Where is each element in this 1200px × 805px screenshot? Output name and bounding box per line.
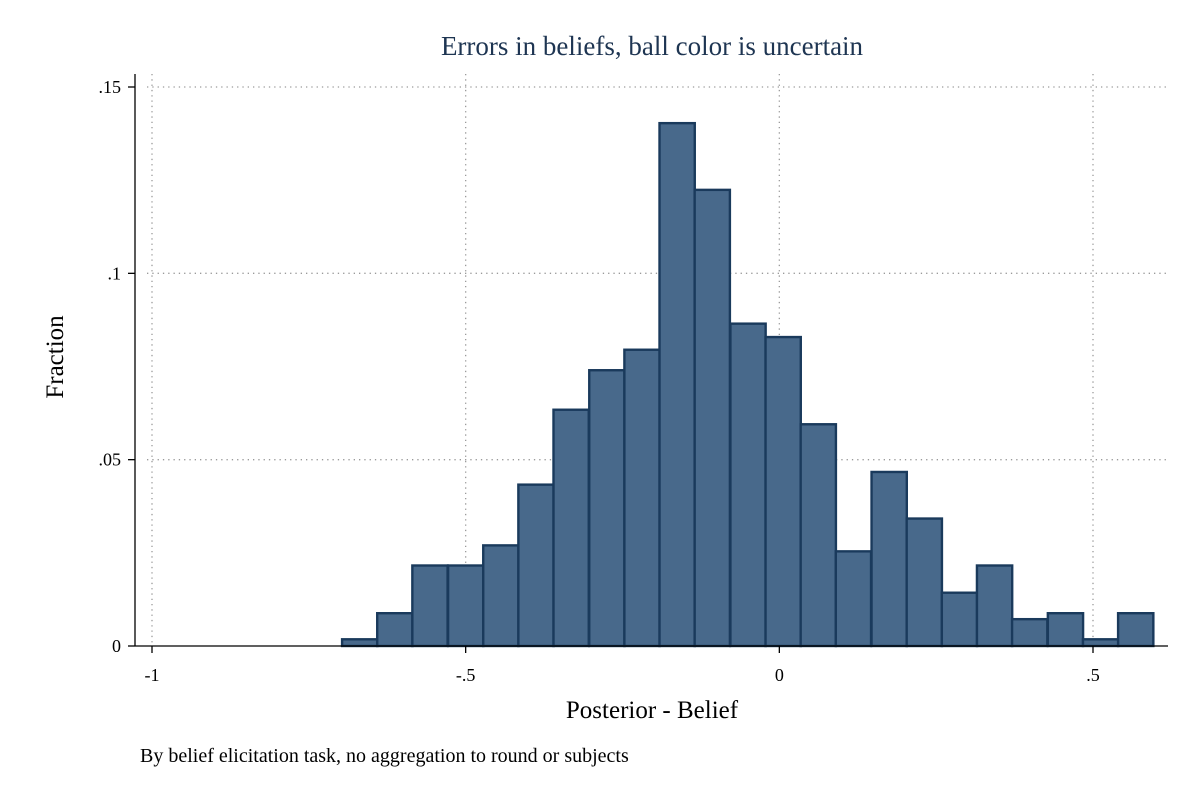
histogram-bar — [1083, 639, 1118, 646]
y-axis-label: Fraction — [42, 315, 69, 399]
histogram-bar — [377, 613, 412, 646]
x-axis-label: Posterior - Belief — [566, 697, 739, 724]
histogram-bar — [977, 566, 1012, 646]
histogram-bar — [836, 551, 871, 646]
histogram-bar — [518, 485, 553, 646]
x-tick-label: -.5 — [456, 665, 476, 685]
histogram-bar — [660, 123, 695, 646]
histogram-bar — [483, 545, 518, 646]
histogram-bar — [624, 350, 659, 646]
y-tick-label: .1 — [108, 263, 122, 283]
histogram-bar — [766, 337, 801, 646]
histogram-bar — [1012, 619, 1047, 646]
x-tick-label: .5 — [1086, 665, 1100, 685]
y-tick-label: 0 — [112, 636, 121, 656]
chart-title: Errors in beliefs, ball color is uncerta… — [441, 31, 864, 61]
histogram-bar — [695, 190, 730, 646]
y-tick-label: .15 — [99, 77, 122, 97]
histogram-bar — [907, 519, 942, 646]
histogram-bar — [730, 324, 765, 646]
histogram-bar — [942, 593, 977, 646]
histogram-bar — [801, 424, 836, 646]
histogram-bar — [412, 566, 447, 646]
histogram-bar — [342, 639, 377, 646]
histogram-bars — [342, 123, 1153, 646]
histogram-bar — [872, 472, 907, 646]
x-tick-label: -1 — [145, 665, 160, 685]
chart-note: By belief elicitation task, no aggregati… — [140, 745, 629, 767]
histogram-bar — [589, 370, 624, 646]
y-tick-label: .05 — [99, 450, 122, 470]
histogram-bar — [448, 566, 483, 646]
histogram-bar — [553, 410, 588, 646]
x-tick-label: 0 — [775, 665, 784, 685]
histogram-bar — [1118, 613, 1153, 646]
histogram-bar — [1048, 613, 1083, 646]
